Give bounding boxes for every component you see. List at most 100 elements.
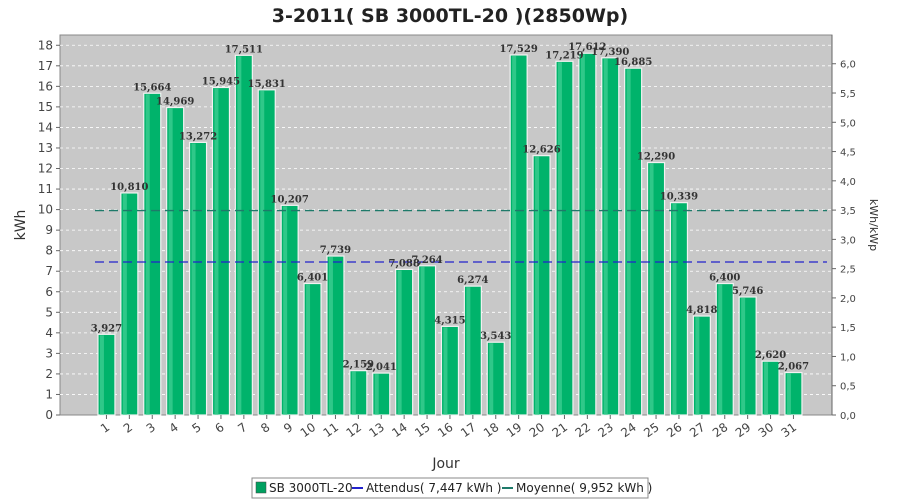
- data-labels: 3,927 10,810 15,664 14,969 13,272 15,945 17,51…: [91, 42, 809, 373]
- data-label: 2,159: [343, 360, 374, 371]
- x-tick-label: 5: [189, 420, 203, 436]
- data-label: 14,969: [156, 97, 194, 108]
- y-tick-label: 1: [45, 387, 53, 401]
- x-tick-label: 24: [618, 420, 639, 440]
- x-tick-label: 8: [258, 420, 272, 436]
- x-tick-label: 6: [212, 420, 226, 436]
- y-tick-label: 2: [45, 367, 53, 381]
- y-tick-label: 4: [45, 326, 53, 340]
- y2-tick-label: 5,5: [840, 89, 856, 100]
- y-tick-label: 8: [45, 244, 53, 258]
- x-tick-label: 13: [366, 420, 387, 440]
- data-label: 4,315: [434, 315, 465, 326]
- y2-tick-label: 0,5: [840, 382, 856, 393]
- y-tick-label: 9: [45, 223, 53, 237]
- bar-highlight: [786, 373, 791, 415]
- x-tick-label: 20: [527, 420, 548, 440]
- bar-highlight: [649, 163, 654, 415]
- x-tick-label: 14: [389, 420, 410, 440]
- reference-lines: [95, 209, 827, 263]
- y-tick-label: 12: [38, 162, 53, 176]
- data-label: 6,400: [709, 273, 740, 284]
- y2-tick-label: 1,0: [840, 352, 856, 363]
- y2-tick-label: 3,0: [840, 235, 856, 246]
- bar-highlight: [374, 374, 379, 415]
- y2-tick-label: 6,0: [840, 60, 856, 71]
- x-tick-label: 16: [435, 420, 456, 440]
- bar-highlight: [764, 362, 769, 415]
- x-tick-label: 21: [550, 420, 571, 440]
- x-tick-label: 15: [412, 420, 433, 440]
- bar-highlight: [237, 56, 242, 415]
- y2-tick-label: 2,5: [840, 265, 856, 276]
- y-tick-label: 6: [45, 285, 53, 299]
- x-tick-label: 25: [641, 420, 662, 440]
- x-tick-label: 2: [121, 420, 135, 436]
- data-label: 2,620: [755, 350, 786, 361]
- data-label: 17,219: [545, 50, 583, 61]
- x-tick-label: 26: [664, 420, 685, 440]
- bar-highlight: [145, 94, 150, 415]
- y2-tick-label: 4,0: [840, 177, 856, 188]
- legend-box: [251, 477, 649, 499]
- y-tick-label: 3: [45, 346, 53, 360]
- y2-tick-label: 0,0: [840, 411, 856, 422]
- x-tick-label: 4: [167, 420, 181, 436]
- legend-label-attendus: Attendus( 7,447 kWh ): [366, 481, 501, 495]
- legend-label-moyenne: Moyenne( 9,952 kWh ): [516, 481, 652, 495]
- data-label: 7,088: [388, 258, 419, 269]
- x-tick-label: 27: [687, 420, 708, 440]
- x-tick-label: 18: [481, 420, 502, 440]
- y-tick-label: 10: [38, 203, 53, 217]
- bar-highlight: [603, 58, 608, 416]
- bar-highlight: [535, 156, 540, 415]
- bar-highlight: [466, 287, 471, 415]
- x-tick-label: 29: [733, 420, 754, 440]
- data-label: 5,746: [732, 286, 763, 297]
- bar-highlight: [489, 343, 494, 415]
- bar-highlight: [191, 143, 196, 416]
- bar-highlight: [260, 90, 265, 416]
- y-axis-right: 0,0 0,5 1,0 1,5 2,0 2,5 3,0 3,5 4,0 4,5 5,0 5,5 6,0: [831, 35, 856, 422]
- bar-highlight: [397, 270, 402, 415]
- legend: SB 3000TL-20 Attendus( 7,447 kWh ) Moyen…: [251, 477, 652, 499]
- y2-tick-label: 3,5: [840, 206, 856, 217]
- data-label: 15,664: [133, 82, 171, 93]
- x-tick-label: 23: [595, 420, 616, 440]
- y2-axis-label: kWh/kWp: [867, 199, 880, 251]
- bar-highlight: [443, 327, 448, 415]
- data-label: 12,290: [637, 152, 675, 163]
- x-tick-label: 19: [504, 420, 525, 440]
- x-tick-label: 12: [344, 420, 365, 440]
- x-tick-label: 30: [756, 420, 777, 440]
- data-label: 2,067: [778, 362, 809, 373]
- data-label: 17,390: [591, 47, 629, 58]
- bar-highlight: [557, 62, 562, 415]
- bar-highlight: [741, 297, 746, 415]
- x-tick-label: 17: [458, 420, 479, 440]
- data-label: 6,274: [457, 275, 488, 286]
- data-label: 17,612: [568, 42, 606, 53]
- y-tick-label: 14: [38, 120, 53, 134]
- data-label: 16,885: [614, 57, 652, 68]
- y-tick-label: 17: [38, 59, 53, 73]
- y2-tick-label: 1,5: [840, 323, 856, 334]
- x-axis: 1 2 3 4 5 6 7 8 9 10 11 12 13 14 15 16 17 18 19 20 21 22 23 24 2…: [98, 415, 799, 440]
- data-label: 15,945: [202, 76, 240, 87]
- y-tick-label: 18: [38, 38, 53, 52]
- y-tick-label: 0: [45, 408, 53, 422]
- y2-tick-label: 5,0: [840, 118, 856, 129]
- x-tick-label: 3: [144, 420, 158, 436]
- x-tick-label: 7: [235, 420, 249, 436]
- x-tick-label: 10: [298, 420, 319, 440]
- y2-tick-label: 4,5: [840, 148, 856, 159]
- data-label: 2,041: [366, 362, 397, 373]
- x-tick-label: 9: [281, 420, 295, 436]
- data-label: 15,831: [248, 79, 286, 90]
- bar-highlight: [283, 206, 288, 415]
- x-tick-label: 28: [710, 420, 731, 440]
- data-label: 17,529: [500, 44, 538, 55]
- chart-title: 3-2011( SB 3000TL-20 )(2850Wp): [272, 5, 628, 27]
- bars: [97, 52, 803, 416]
